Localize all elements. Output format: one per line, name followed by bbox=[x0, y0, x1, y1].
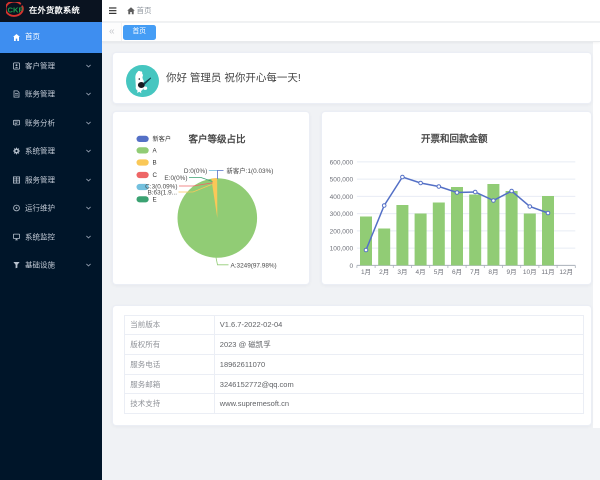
svg-text:6月: 6月 bbox=[451, 268, 461, 276]
svg-text:新客户: 新客户 bbox=[153, 135, 172, 143]
svg-text:200,000: 200,000 bbox=[329, 228, 353, 235]
svg-text:5月: 5月 bbox=[433, 268, 443, 276]
svg-text:CKF: CKF bbox=[7, 6, 23, 15]
svg-text:500,000: 500,000 bbox=[329, 177, 353, 184]
svg-text:C:3(0.09%): C:3(0.09%) bbox=[145, 183, 177, 190]
svg-text:300,000: 300,000 bbox=[329, 211, 353, 218]
svg-text:新客户:1(0.03%): 新客户:1(0.03%) bbox=[227, 166, 274, 175]
svg-text:3月: 3月 bbox=[397, 268, 407, 276]
svg-text:600,000: 600,000 bbox=[329, 159, 353, 166]
svg-text:4月: 4月 bbox=[415, 268, 425, 276]
svg-text:7月: 7月 bbox=[470, 268, 480, 276]
svg-text:400,000: 400,000 bbox=[329, 194, 353, 201]
svg-text:A:3249(97.98%): A:3249(97.98%) bbox=[231, 262, 277, 269]
svg-text:9月: 9月 bbox=[506, 268, 516, 276]
svg-text:100,000: 100,000 bbox=[329, 246, 353, 253]
svg-text:E: E bbox=[153, 197, 157, 204]
svg-text:A: A bbox=[153, 148, 158, 155]
svg-text:C: C bbox=[153, 172, 158, 179]
svg-text:1月: 1月 bbox=[360, 268, 370, 276]
svg-text:B: B bbox=[153, 160, 157, 167]
svg-text:B:63(1.9...: B:63(1.9... bbox=[148, 189, 178, 196]
svg-text:2月: 2月 bbox=[379, 268, 389, 276]
svg-text:8月: 8月 bbox=[488, 268, 498, 276]
svg-text:0: 0 bbox=[349, 263, 353, 270]
svg-text:12月: 12月 bbox=[559, 268, 573, 276]
svg-text:D:0(0%): D:0(0%) bbox=[184, 168, 207, 175]
svg-text:E:0(0%): E:0(0%) bbox=[164, 175, 187, 182]
svg-text:11月: 11月 bbox=[541, 268, 554, 276]
svg-text:开票和回款金额: 开票和回款金额 bbox=[420, 133, 487, 145]
svg-text:客户等级占比: 客户等级占比 bbox=[187, 134, 246, 146]
svg-text:10月: 10月 bbox=[522, 268, 536, 276]
